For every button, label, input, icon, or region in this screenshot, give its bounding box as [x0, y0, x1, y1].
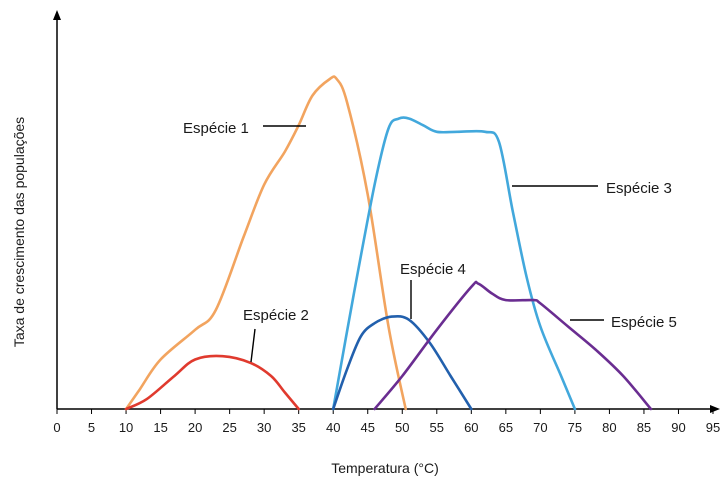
series-label-especie-4: Espécie 4: [400, 261, 466, 278]
x-tick-label: 0: [53, 420, 60, 435]
series-labels: Espécie 1 Espécie 2 Espécie 3 Espécie 4 Espé…: [183, 120, 677, 363]
x-tick-label: 65: [499, 420, 513, 435]
x-tick-label: 30: [257, 420, 271, 435]
y-axis-title: Taxa de crescimento das populações: [11, 117, 27, 347]
series-layer: [124, 75, 653, 411]
x-tick-label: 45: [361, 420, 375, 435]
x-tick-label: 70: [533, 420, 547, 435]
leader-line-especie-2: [250, 328, 256, 363]
y-axis-arrowhead: [53, 10, 61, 20]
x-tick-label: 55: [430, 420, 444, 435]
x-tick-label: 60: [464, 420, 478, 435]
x-axis-arrowhead: [710, 405, 720, 413]
x-tick-label: 40: [326, 420, 340, 435]
x-tick-label: 85: [637, 420, 651, 435]
series-line-especie-4: [331, 314, 473, 411]
x-tick-label: 25: [222, 420, 236, 435]
series-label-especie-1: Espécie 1: [183, 120, 249, 137]
series-label-especie-3: Espécie 3: [606, 180, 672, 197]
series-label-especie-5: Espécie 5: [611, 314, 677, 331]
x-tick-label: 80: [602, 420, 616, 435]
x-ticks: 0 5 10 15 20 25 30 35 40 45 50 55 60 65 70 75 80 85 90 95: [53, 409, 720, 435]
axes: [53, 10, 720, 413]
x-tick-label: 95: [706, 420, 720, 435]
x-tick-label: 20: [188, 420, 202, 435]
x-tick-label: 5: [88, 420, 95, 435]
series-line-especie-2: [124, 354, 300, 411]
series-label-especie-2: Espécie 2: [243, 307, 309, 324]
series-line-especie-5: [373, 280, 653, 411]
x-tick-label: 35: [291, 420, 305, 435]
x-tick-label: 10: [119, 420, 133, 435]
x-axis-title: Temperatura (°C): [331, 460, 439, 476]
x-tick-label: 50: [395, 420, 409, 435]
series-line-especie-1: [124, 75, 407, 411]
x-tick-label: 75: [568, 420, 582, 435]
x-tick-label: 90: [671, 420, 685, 435]
x-tick-label: 15: [153, 420, 167, 435]
series-line-especie-3: [331, 116, 577, 411]
